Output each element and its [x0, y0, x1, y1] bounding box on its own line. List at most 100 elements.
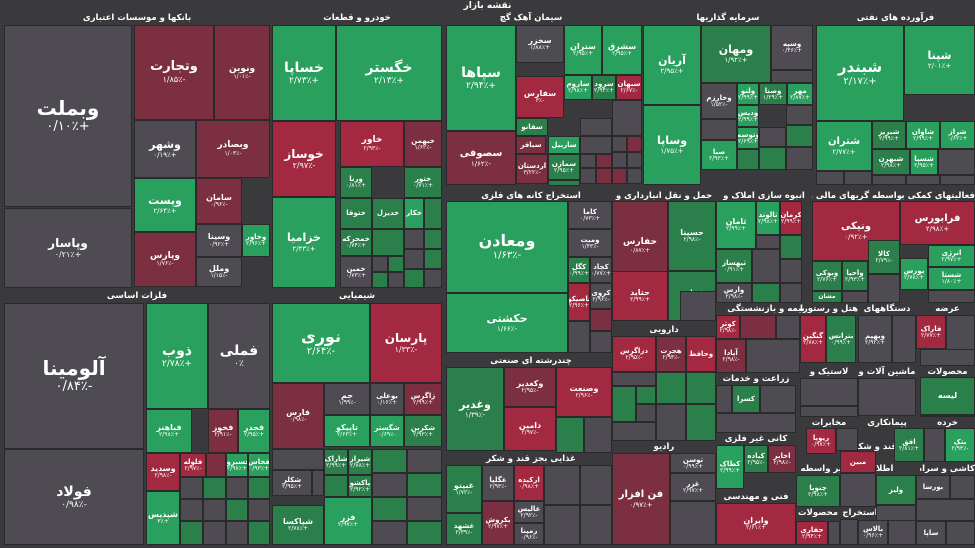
tile-توسن[interactable]: توسن +۰/۹۹٪: [670, 453, 716, 473]
tile-small[interactable]: [226, 477, 248, 499]
tile-small[interactable]: [756, 235, 780, 249]
tile-small[interactable]: [670, 501, 716, 545]
tile-کباده[interactable]: کباده -۲/۹۵٪: [744, 445, 768, 473]
tile-small[interactable]: [842, 291, 868, 303]
tile-سپاها[interactable]: سپاها +۲/۹۴٪: [446, 25, 516, 131]
tile-small[interactable]: [701, 119, 737, 140]
tile-ودیس[interactable]: ودیس +۲/۹۹٪: [737, 105, 759, 127]
tile-small[interactable]: [590, 309, 612, 331]
tile-حفاری[interactable]: حفاری +۲/۹۴٪: [796, 521, 828, 545]
tile-small[interactable]: [844, 171, 872, 185]
tile-وساپا[interactable]: وساپا +۱/۷۵٪: [643, 105, 701, 185]
tile-بورسا[interactable]: بورسا: [916, 475, 950, 499]
tile-small[interactable]: [372, 473, 407, 497]
tile-فخاس[interactable]: فخاس +۰/۹۳٪: [248, 453, 270, 477]
tile-small[interactable]: [776, 315, 800, 339]
tile-small[interactable]: [627, 136, 642, 152]
tile-small[interactable]: [226, 499, 248, 521]
tile-small[interactable]: [180, 499, 203, 521]
tile-small[interactable]: [590, 331, 612, 353]
tile-کگل[interactable]: کگل +۰/۹۹٪: [568, 257, 590, 283]
tile-کطاک[interactable]: کطاک +۲/۹۹٪: [716, 445, 744, 489]
tile-فولاد[interactable]: فولاد -۰/۹۸٪: [4, 449, 144, 545]
tile-small[interactable]: [836, 428, 858, 451]
tile-small[interactable]: [612, 136, 627, 152]
tile-وخاور[interactable]: وخاور +۲/۹۶٪: [242, 224, 270, 257]
tile-ساروم[interactable]: ساروم +۲/۹۸٪: [564, 75, 592, 100]
tile-ورنا[interactable]: ورنا +۰/۸۱٪: [340, 167, 372, 198]
tile-وحافظ[interactable]: وحافظ: [686, 336, 716, 372]
tile-شکلر[interactable]: شکلر +۲/۹۵٪: [272, 470, 312, 496]
tile-غالیس[interactable]: غالیس -۲/۹۲٪: [514, 501, 544, 523]
tile-small[interactable]: [716, 385, 732, 413]
tile-small[interactable]: [424, 198, 442, 229]
tile-small[interactable]: [580, 465, 612, 505]
tile-small[interactable]: [206, 453, 226, 477]
tile-small[interactable]: [636, 386, 656, 404]
tile-small[interactable]: [180, 521, 203, 545]
tile-small[interactable]: [580, 505, 612, 545]
tile-پارسان[interactable]: پارسان -۱/۳۳٪: [370, 303, 442, 383]
tile-small[interactable]: [612, 372, 656, 386]
tile-small[interactable]: [324, 475, 348, 497]
tile-ختور[interactable]: ختور +۰/۷۱٪: [404, 167, 442, 198]
tile-زاگرس[interactable]: زاگرس +۲/۹۹٪: [404, 383, 442, 415]
tile-ولیز[interactable]: ولیز: [876, 475, 916, 505]
tile-وصنعت[interactable]: وصنعت -۲/۹۶٪: [556, 367, 612, 417]
tile-بورس[interactable]: بورس +۲/۷۸٪: [900, 258, 928, 290]
tile-small[interactable]: [612, 386, 636, 422]
tile-شگستر[interactable]: شگستر -۰/۶۹٪: [370, 415, 404, 447]
tile-small[interactable]: [180, 477, 203, 499]
tile-مبین[interactable]: مبین: [840, 451, 876, 473]
tile-شکربن[interactable]: شکربن +۲/۹۳٪: [404, 415, 442, 447]
tile-small[interactable]: [372, 229, 404, 256]
tile-small[interactable]: [786, 147, 813, 170]
tile-small[interactable]: [872, 175, 906, 185]
tile-وبصادر[interactable]: وبصادر -۱/۰۳٪: [196, 120, 270, 178]
tile-شاوان[interactable]: شاوان +۲/۹۹٪: [906, 121, 940, 149]
tile-small[interactable]: [946, 521, 975, 545]
tile-small[interactable]: [759, 147, 786, 170]
tile-گنگین[interactable]: گنگین +۲/۷۸٪: [800, 315, 826, 363]
tile-small[interactable]: [916, 499, 975, 521]
tile-ستران[interactable]: ستران +۲/۹۵٪: [564, 25, 602, 75]
tile-رمپنا[interactable]: رمپنا -۰/۹۶٪: [514, 523, 544, 545]
tile-وسینا[interactable]: وسینا +۰/۹۲٪: [196, 224, 242, 257]
tile-small[interactable]: [816, 171, 844, 185]
tile-خبهمن[interactable]: خبهمن -۱/۶۲٪: [404, 121, 442, 167]
tile-شبهرن[interactable]: شبهرن +۲/۹۸٪: [872, 149, 910, 175]
tile-خزامیا[interactable]: خزامیا +۲/۴۳٪: [272, 197, 336, 288]
tile-ذوب[interactable]: ذوب +۲/۷۸٪: [146, 303, 208, 409]
tile-small[interactable]: [800, 406, 858, 417]
tile-خوساز[interactable]: خوساز -۲/۹۷٪: [272, 121, 336, 197]
tile-small[interactable]: [407, 449, 442, 473]
tile-وبملت[interactable]: وبملت +۰/۱۰٪: [4, 25, 132, 207]
tile-small[interactable]: [372, 449, 407, 473]
tile-شپاکسا[interactable]: شپاکسا +۲/۷۸٪: [272, 505, 324, 545]
tile-small[interactable]: [940, 175, 975, 185]
tile-وخارزم[interactable]: وخارزم -۱/۵۲٪: [701, 83, 737, 119]
tile-شبریز[interactable]: شبریز +۲/۹۹٪: [872, 121, 906, 149]
tile-خکار[interactable]: خکار: [404, 198, 424, 229]
tile-small[interactable]: [312, 470, 324, 496]
tile-وسپه[interactable]: وسپه +۰/۴۶٪: [771, 25, 813, 70]
tile-سفانو[interactable]: سفانو: [516, 118, 548, 136]
tile-small[interactable]: [928, 290, 975, 303]
tile-ثالوند[interactable]: ثالوند +۲/۹۸٪: [756, 201, 780, 235]
tile-صبا[interactable]: صبا +۲/۹۳٪: [701, 140, 737, 170]
tile-تاصیکو[interactable]: تاصیکو +۲/۹۶٪: [568, 283, 590, 321]
tile-تاپیکو[interactable]: تاپیکو +۲/۶۳٪: [324, 415, 370, 447]
tile-بالاس[interactable]: بالاس +۰/۹۶٪: [858, 520, 888, 545]
tile-ومیت[interactable]: ومیت -۱/۴۳٪: [568, 229, 612, 257]
tile-ثامان[interactable]: ثامان +۲/۹۹٪: [716, 201, 756, 249]
tile-small[interactable]: [627, 152, 642, 168]
tile-دزاگرس[interactable]: دزاگرس -۲/۹۵٪: [612, 336, 656, 372]
tile-small[interactable]: [580, 136, 612, 154]
tile-small[interactable]: [407, 497, 442, 521]
tile-small[interactable]: [636, 404, 656, 422]
tile-small[interactable]: [580, 118, 612, 136]
tile-small[interactable]: [771, 70, 813, 83]
tile-small[interactable]: [780, 283, 802, 303]
tile-خمحرکه[interactable]: خمحرکه +۰/۷۴٪: [340, 229, 372, 256]
tile-وتجارت[interactable]: وتجارت -۱/۸۵٪: [134, 25, 214, 120]
